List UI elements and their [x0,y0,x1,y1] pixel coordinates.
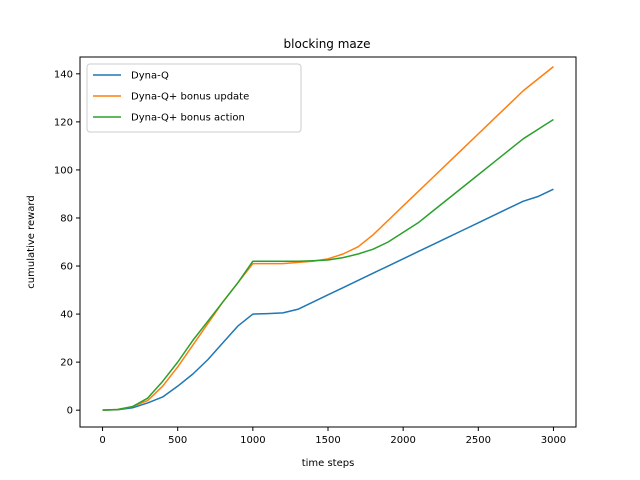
x-tick-label: 1500 [315,435,340,446]
series-lines [102,66,554,411]
x-axis-ticks: 0 500 1000 1500 2000 2500 3000 [99,427,566,446]
y-tick-label: 60 [60,262,73,273]
y-tick-label: 140 [54,69,73,80]
legend: Dyna-Q Dyna-Q+ bonus update Dyna-Q+ bonus … [86,63,302,133]
y-tick-label: 20 [60,358,73,369]
y-tick-label: 120 [54,117,73,128]
x-tick-label: 500 [168,435,187,446]
series-line-3 [102,118,554,411]
y-axis-label: cumulative reward [26,195,37,288]
x-tick-label: 2500 [466,435,491,446]
series-line-2 [102,66,554,411]
x-tick-label: 3000 [541,435,566,446]
series-line-1 [102,188,554,411]
y-tick-label: 40 [60,310,73,321]
x-tick-label: 2000 [390,435,415,446]
y-tick-label: 0 [67,406,73,417]
chart-title: blocking maze [284,37,371,51]
y-tick-label: 80 [60,213,73,224]
y-axis-ticks: 0 20 40 60 80 100 120 140 [54,69,80,417]
legend-label-3: Dyna-Q+ bonus action [131,113,245,124]
legend-box [86,63,302,133]
x-axis-label: time steps [302,458,355,469]
x-tick-label: 1000 [240,435,265,446]
y-tick-label: 100 [54,165,73,176]
legend-label-2: Dyna-Q+ bonus update [131,92,249,103]
x-tick-label: 0 [99,435,105,446]
legend-label-1: Dyna-Q [131,71,169,82]
